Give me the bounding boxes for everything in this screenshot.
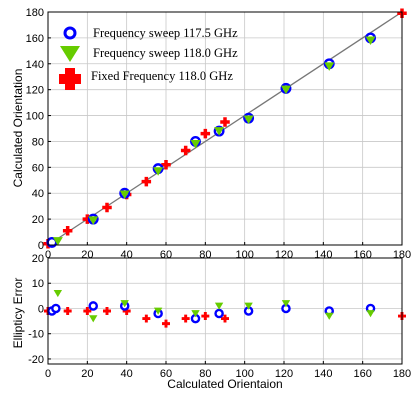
y-tick-label: 0	[38, 303, 44, 315]
bottom-x-axis-label: Calculated Orientaion	[167, 377, 282, 391]
triangle-marker	[324, 62, 335, 71]
triangle-marker	[214, 127, 225, 136]
circle-marker	[214, 308, 224, 319]
bottom-data-markers	[44, 289, 406, 328]
circle-marker	[51, 303, 61, 314]
plus-marker	[63, 307, 72, 315]
circle-marker	[88, 301, 99, 311]
triangle-marker	[119, 190, 130, 200]
legend-triangle-marker	[60, 46, 80, 62]
plus-marker	[122, 307, 131, 315]
x-tick-label: 0	[45, 249, 51, 261]
triangle-marker	[89, 315, 98, 323]
x-tick-label: 20	[81, 368, 93, 380]
x-tick-label: 100	[235, 368, 253, 380]
plus-marker	[162, 319, 170, 328]
x-tick-label: 180	[393, 368, 411, 380]
plus-marker	[161, 159, 171, 170]
y-tick-label: 80	[32, 136, 44, 148]
legend-label-sweep-117-5: Frequency sweep 117.5 GHz	[93, 26, 238, 40]
plus-marker	[141, 176, 152, 187]
triangle-marker	[52, 237, 63, 246]
plus-marker	[200, 128, 211, 139]
legend-label-fixed-118-0: Fixed Frequency 118.0 GHz	[91, 69, 233, 83]
bottom-y-axis-label: Ellipticy Error	[11, 278, 25, 349]
bottom-x-tick-labels: 0 20 40 60 80 100 120 140 160 180	[45, 368, 411, 380]
x-tick-label: 60	[160, 368, 172, 380]
x-tick-label: 40	[121, 368, 133, 380]
triangle-marker	[53, 289, 63, 298]
x-tick-label: 0	[45, 368, 51, 380]
triangle-marker	[214, 302, 224, 310]
top-plot-frame	[47, 11, 403, 246]
triangle-marker	[190, 140, 201, 149]
triangle-marker	[88, 216, 99, 225]
legend-item-sweep-118-0: Frequency sweep 118.0 GHz	[60, 46, 238, 62]
x-tick-label: 120	[275, 368, 293, 380]
series-frequency-sweep-118-0-ghz	[52, 36, 376, 246]
plus-marker	[103, 307, 111, 315]
bottom-plot-frame	[47, 257, 403, 365]
triangle-marker	[365, 36, 376, 45]
y-tick-label: 40	[32, 188, 44, 200]
y-tick-label: 120	[26, 85, 44, 97]
triangle-marker	[191, 310, 200, 318]
x-tick-label: 160	[353, 368, 371, 380]
plus-marker	[180, 145, 191, 156]
y-tick-label: 60	[32, 162, 44, 174]
plus-marker	[142, 314, 151, 323]
y-tick-label: 160	[26, 33, 44, 45]
top-y-axis-label: Calculated Orientation	[11, 69, 25, 188]
triangle-marker	[153, 167, 164, 176]
legend-item-sweep-117-5: Frequency sweep 117.5 GHz	[63, 26, 238, 40]
bottom-plot-area	[48, 258, 402, 364]
triangle-marker	[244, 302, 253, 310]
y-tick-label: 180	[26, 7, 44, 19]
top-panel: 0 20 40 60 80 100 120 140 160 180 0 20 40 60 80 100 120…	[11, 7, 411, 261]
legend-circle-marker	[63, 26, 77, 40]
legend-label-sweep-118-0: Frequency sweep 118.0 GHz	[93, 46, 238, 60]
bottom-panel: 0 20 40 60 80 100 120 140 160 180 -20 -10 0 10 20 Ell…	[11, 253, 411, 391]
y-tick-label: 10	[32, 278, 44, 290]
top-y-tick-labels: 0 20 40 60 80 100 120 140 160 180	[26, 7, 44, 252]
y-tick-label: -20	[28, 354, 44, 366]
triangle-marker	[280, 85, 291, 95]
plus-marker	[181, 314, 190, 323]
series-frequency-sweep-118-0-ghz	[53, 289, 375, 323]
x-tick-label: 80	[199, 368, 211, 380]
y-tick-label: 140	[26, 59, 44, 71]
bottom-y-tick-labels: -20 -10 0 10 20	[28, 253, 44, 366]
triangle-marker	[243, 115, 254, 124]
plus-marker	[83, 307, 92, 315]
plus-marker	[102, 202, 112, 213]
plus-marker	[221, 314, 229, 323]
plus-marker	[82, 214, 93, 224]
y-tick-label: 20	[32, 253, 44, 265]
y-tick-label: 100	[26, 111, 44, 123]
plus-marker	[62, 226, 73, 236]
triangle-marker	[281, 300, 291, 308]
legend: Frequency sweep 117.5 GHz Frequency swee…	[59, 26, 238, 90]
y-tick-label: 0	[38, 240, 44, 252]
triangle-marker	[153, 307, 163, 315]
triangle-marker	[366, 310, 375, 318]
triangle-marker	[325, 312, 334, 320]
triangle-marker	[120, 300, 129, 308]
plus-marker	[220, 117, 230, 127]
legend-plus-marker	[59, 68, 81, 90]
y-tick-label: -10	[28, 329, 44, 341]
plus-marker	[201, 312, 210, 321]
top-data-markers	[43, 8, 407, 249]
y-tick-label: 20	[32, 214, 44, 226]
x-tick-label: 140	[314, 368, 332, 380]
legend-item-fixed-118-0: Fixed Frequency 118.0 GHz	[59, 68, 233, 90]
